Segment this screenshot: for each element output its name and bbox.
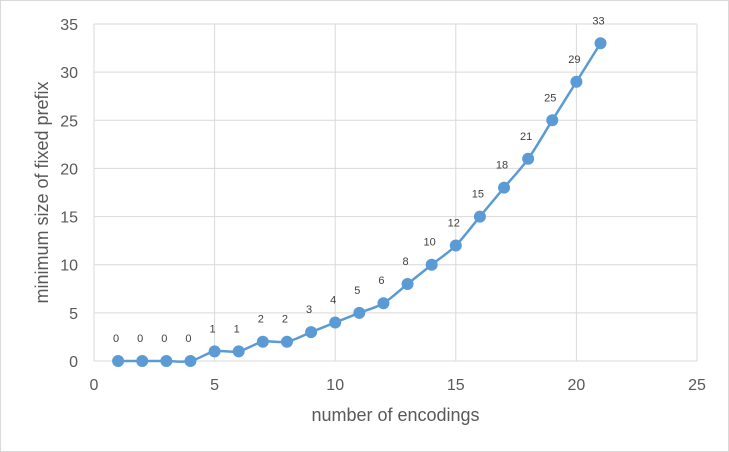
- y-tick-label: 5: [69, 306, 78, 323]
- data-label: 15: [472, 189, 484, 201]
- y-tick-label: 20: [60, 161, 78, 178]
- y-tick-label: 10: [60, 258, 78, 275]
- data-label: 0: [161, 333, 167, 345]
- data-label: 6: [378, 275, 384, 287]
- y-tick-label: 35: [60, 17, 78, 34]
- data-label: 4: [330, 294, 336, 306]
- x-tick-label: 15: [447, 377, 465, 394]
- data-label: 2: [258, 314, 264, 326]
- data-point: [305, 326, 318, 339]
- x-tick-label: 5: [210, 377, 219, 394]
- data-label: 1: [234, 323, 240, 335]
- x-tick-label: 25: [688, 377, 706, 394]
- data-point: [522, 152, 535, 165]
- data-label: 3: [306, 304, 312, 316]
- data-label: 0: [113, 333, 119, 345]
- data-point: [329, 316, 342, 329]
- data-label: 8: [402, 256, 408, 268]
- grid-layer: [93, 23, 698, 362]
- data-label: 5: [354, 285, 360, 297]
- data-point: [498, 181, 511, 194]
- y-tick-label: 25: [60, 113, 78, 130]
- data-point: [353, 306, 366, 319]
- data-point: [136, 355, 149, 367]
- data-label: 0: [185, 333, 191, 345]
- data-point: [449, 239, 462, 252]
- x-tick-label: 0: [90, 377, 99, 394]
- y-tick-label: 30: [60, 65, 78, 82]
- data-point: [401, 277, 414, 290]
- data-point: [377, 297, 390, 310]
- x-tick-label: 20: [568, 377, 586, 394]
- data-point: [280, 335, 293, 348]
- data-label: 33: [592, 15, 604, 27]
- data-label: 10: [424, 237, 436, 249]
- x-axis-title: number of encodings: [311, 405, 479, 425]
- data-point: [425, 258, 438, 271]
- data-label: 12: [448, 217, 460, 229]
- data-label: 25: [544, 92, 556, 104]
- data-label: 1: [210, 323, 216, 335]
- data-label: 18: [496, 160, 508, 172]
- x-tick-label: 10: [326, 377, 344, 394]
- data-point: [208, 345, 221, 358]
- data-point: [232, 345, 245, 358]
- data-point: [594, 37, 607, 50]
- data-point: [570, 75, 583, 88]
- data-label: 21: [520, 131, 532, 143]
- series-layer: [112, 37, 607, 367]
- data-label: 2: [282, 314, 288, 326]
- data-point: [256, 335, 269, 348]
- data-point: [112, 355, 125, 367]
- data-point: [473, 210, 486, 223]
- data-label: 29: [568, 54, 580, 66]
- data-point: [160, 355, 173, 367]
- y-tick-label: 0: [69, 354, 78, 371]
- data-label: 0: [137, 333, 143, 345]
- y-axis-title: minimum size of fixed prefix: [32, 81, 52, 303]
- y-tick-label: 15: [60, 210, 78, 227]
- data-point: [546, 114, 559, 127]
- data-point: [184, 355, 197, 367]
